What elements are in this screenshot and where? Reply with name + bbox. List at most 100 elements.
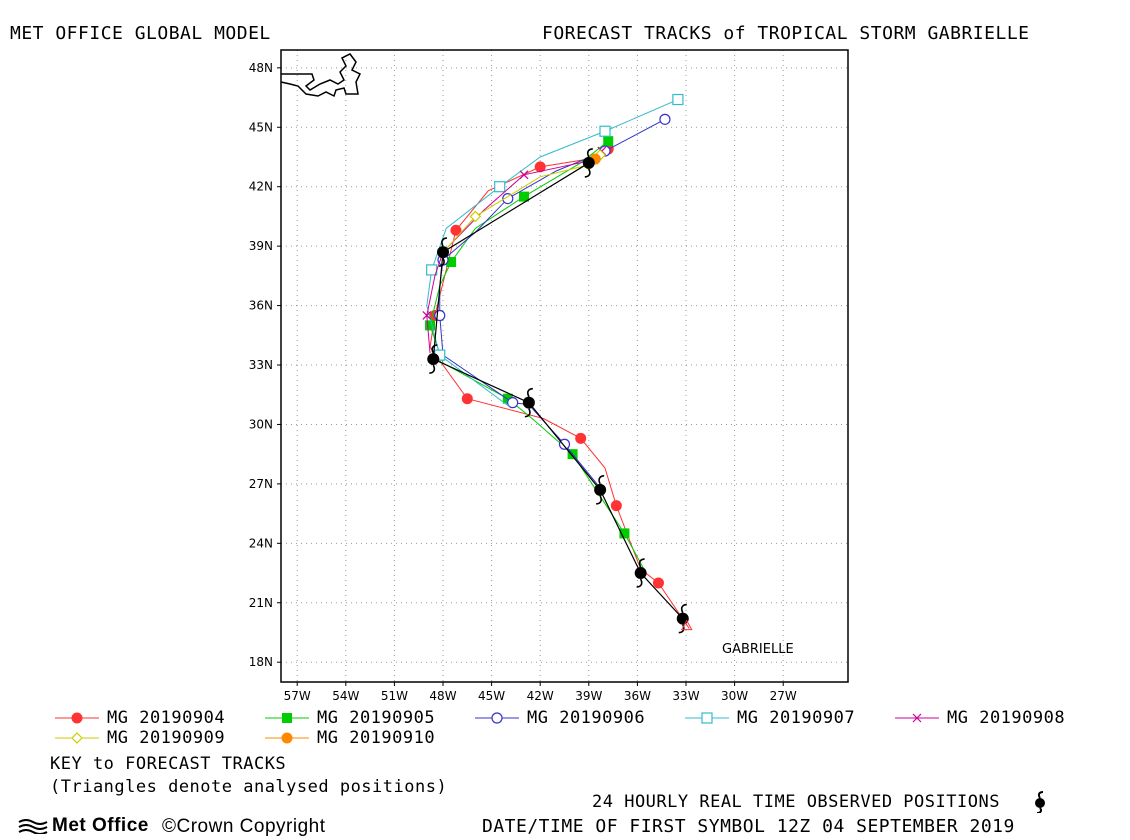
key-title: KEY to FORECAST TRACKS bbox=[50, 754, 287, 774]
legend-item-20190904: MG 20190904 bbox=[55, 708, 225, 728]
track-marker bbox=[659, 113, 671, 125]
lon-tick-label: 45W bbox=[478, 689, 505, 700]
lon-tick-label: 42W bbox=[527, 689, 554, 700]
observed-position-symbol bbox=[582, 148, 595, 178]
track-series bbox=[426, 93, 684, 408]
lat-tick-label: 42N bbox=[249, 180, 273, 194]
observed-position-symbol bbox=[427, 344, 440, 374]
map-frame bbox=[280, 49, 849, 683]
lat-tick-label: 39N bbox=[249, 239, 273, 253]
legend-marker-20190908 bbox=[895, 713, 939, 723]
track-marker bbox=[575, 432, 587, 444]
observed-position-symbol bbox=[594, 475, 607, 505]
track-marker bbox=[672, 93, 684, 106]
lat-tick-label: 45N bbox=[249, 120, 273, 134]
track-marker bbox=[425, 320, 436, 331]
observed-track bbox=[427, 148, 693, 634]
lon-tick-label: 30W bbox=[721, 689, 748, 700]
lat-tick-label: 48N bbox=[249, 61, 273, 75]
key-note: (Triangles denote analysed positions) bbox=[50, 777, 448, 797]
lat-tick-label: 21N bbox=[249, 596, 273, 610]
legend-marker-20190907 bbox=[685, 712, 729, 724]
track-marker bbox=[426, 264, 438, 276]
legend-item-20190907: MG 20190907 bbox=[685, 708, 855, 728]
track-marker bbox=[461, 393, 473, 405]
forecast-tracks bbox=[422, 93, 690, 629]
lon-tick-label: 48W bbox=[429, 689, 456, 700]
legend-marker-20190910 bbox=[265, 732, 309, 744]
observed-position-symbol bbox=[522, 387, 535, 418]
track-series bbox=[422, 146, 607, 354]
legend-symbol bbox=[281, 732, 293, 744]
forecast-track-map: 48N 45N 42N 39N 36N 33N 30N 27N 24N 21N 18N 57W 54W… bbox=[249, 49, 849, 700]
track-marker bbox=[434, 309, 446, 322]
observed-positions-label: 24 HOURLY REAL TIME OBSERVED POSITIONS bbox=[592, 791, 1051, 814]
legend-symbol bbox=[71, 712, 83, 724]
observed-position-symbol bbox=[437, 237, 449, 267]
legend-marker-20190909 bbox=[55, 732, 99, 744]
track-marker bbox=[610, 500, 622, 512]
track-series bbox=[425, 136, 645, 570]
legend-marker-20190906 bbox=[475, 712, 519, 724]
track-marker bbox=[599, 125, 611, 137]
lat-tick-label: 18N bbox=[249, 655, 273, 669]
hurricane-symbol-icon bbox=[1034, 791, 1045, 814]
track-series bbox=[429, 143, 690, 629]
track-marker bbox=[652, 577, 664, 589]
legend-symbol bbox=[282, 713, 292, 723]
coastline bbox=[280, 53, 362, 98]
track-marker bbox=[446, 256, 457, 267]
legend-symbol bbox=[491, 712, 503, 724]
chart-title: FORECAST TRACKS of TROPICAL STORM GABRIE… bbox=[542, 23, 1030, 44]
track-line bbox=[439, 118, 666, 489]
lat-lon-grid bbox=[277, 50, 848, 686]
track-marker bbox=[494, 181, 506, 193]
latitude-labels: 48N 45N 42N 39N 36N 33N 30N 27N 24N 21N 18N bbox=[249, 61, 273, 669]
track-marker bbox=[558, 438, 571, 450]
track-marker bbox=[519, 170, 529, 180]
lat-tick-label: 24N bbox=[249, 536, 273, 550]
lon-tick-label: 39W bbox=[575, 689, 602, 700]
track-marker bbox=[603, 136, 614, 147]
legend-symbol bbox=[71, 732, 83, 744]
track-marker bbox=[422, 311, 432, 320]
observed-line bbox=[432, 162, 684, 620]
storm-name-label: GABRIELLE bbox=[722, 642, 794, 657]
track-marker bbox=[502, 393, 513, 404]
track-marker bbox=[519, 191, 529, 202]
legend-item-20190906: MG 20190906 bbox=[475, 708, 645, 728]
model-title: MET OFFICE GLOBAL MODEL bbox=[10, 23, 271, 44]
track-marker bbox=[502, 192, 514, 205]
met-office-logo: Met Office bbox=[18, 815, 149, 837]
longitude-labels: 57W 54W 51W 48W 45W 42W 39W 36W 33W 30W 27W bbox=[284, 689, 797, 700]
legend-item-20190910: MG 20190910 bbox=[265, 728, 435, 748]
legend-item-20190905: MG 20190905 bbox=[265, 708, 435, 728]
track-marker bbox=[619, 528, 630, 539]
track-line bbox=[429, 148, 690, 629]
lon-tick-label: 57W bbox=[284, 689, 311, 700]
legend-item-20190908: MG 20190908 bbox=[895, 708, 1065, 728]
track-line bbox=[426, 150, 603, 354]
lon-tick-label: 51W bbox=[381, 689, 408, 700]
first-symbol-datetime: DATE/TIME OF FIRST SYMBOL 12Z 04 SEPTEMB… bbox=[482, 816, 1015, 837]
lat-tick-label: 33N bbox=[249, 358, 273, 372]
lon-tick-label: 36W bbox=[624, 689, 651, 700]
legend-marker-20190904 bbox=[55, 712, 99, 724]
legend-symbol bbox=[701, 712, 713, 724]
track-marker bbox=[534, 161, 546, 173]
lat-tick-label: 27N bbox=[249, 477, 273, 491]
lon-tick-label: 54W bbox=[332, 689, 359, 700]
lon-tick-label: 27W bbox=[770, 689, 797, 700]
observed-position-symbol bbox=[634, 558, 647, 588]
legend-symbol bbox=[912, 713, 922, 723]
track-marker bbox=[450, 224, 462, 236]
legend-item-20190909: MG 20190909 bbox=[55, 728, 225, 748]
crown-copyright: ©Crown Copyright bbox=[162, 816, 326, 837]
track-marker bbox=[469, 210, 482, 223]
track-marker bbox=[507, 397, 519, 409]
met-office-waves-icon bbox=[18, 819, 48, 834]
lon-tick-label: 33W bbox=[672, 689, 699, 700]
lat-tick-label: 30N bbox=[249, 417, 273, 431]
analysed-position-triangle bbox=[680, 619, 693, 631]
lat-tick-label: 36N bbox=[249, 299, 273, 313]
